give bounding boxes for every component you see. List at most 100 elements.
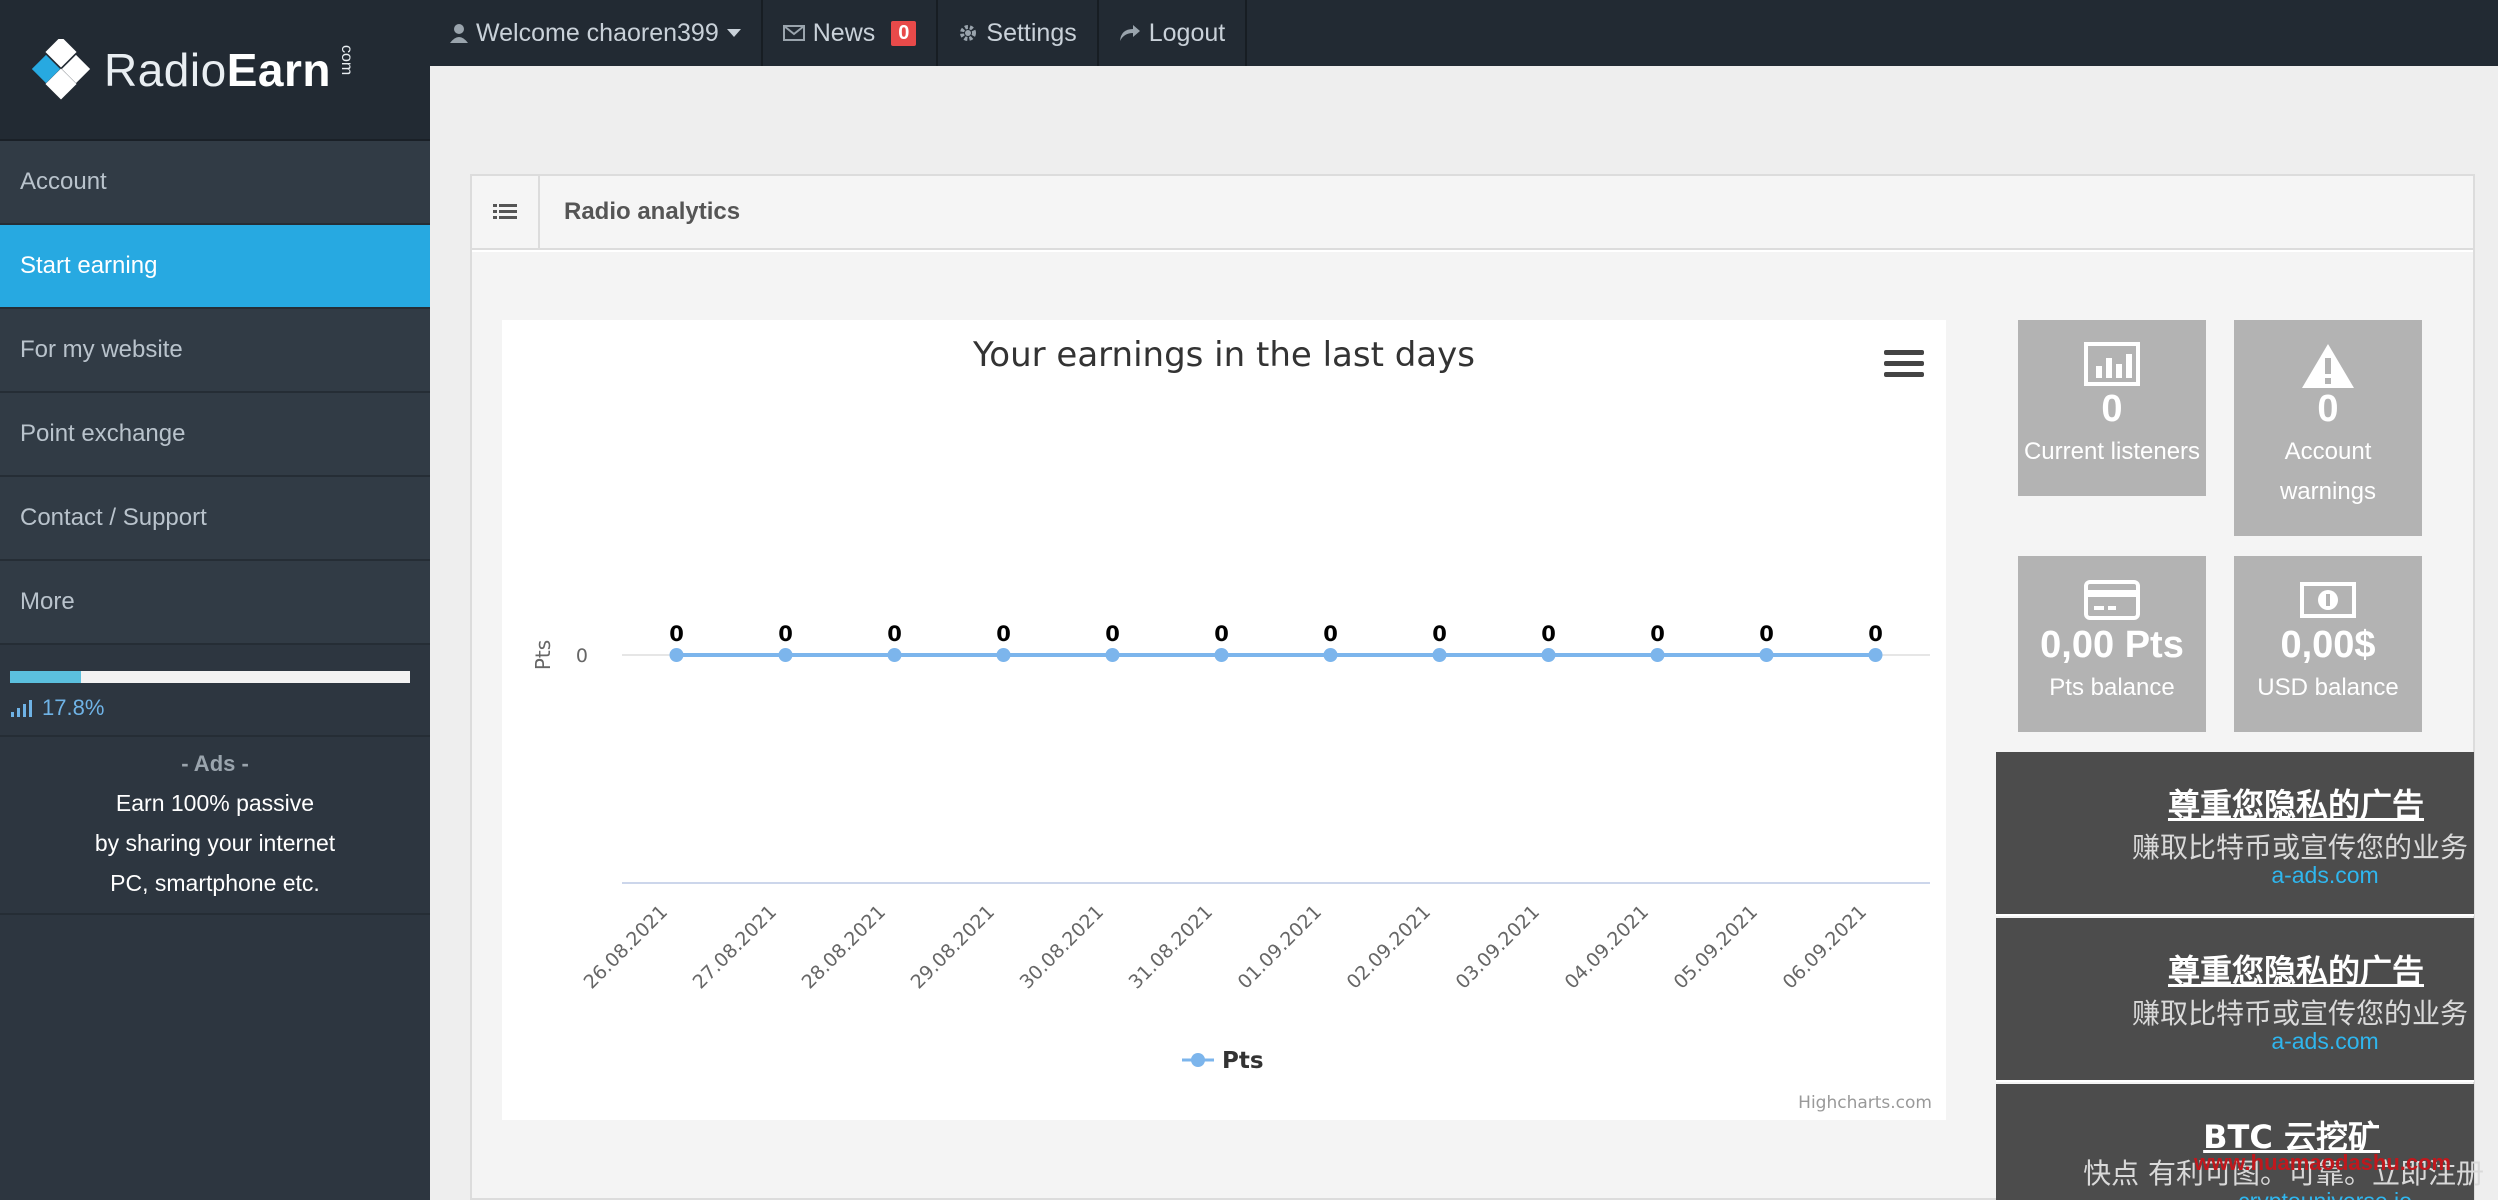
sidebar-item-more[interactable]: More [0, 561, 430, 645]
sidebar-item-account[interactable]: Account [0, 141, 430, 225]
sidebar-item-start-earning[interactable]: Start earning [0, 225, 430, 309]
data-label: 0 [887, 622, 902, 646]
settings-link[interactable]: Settings [938, 0, 1099, 66]
progress-fill [10, 671, 82, 683]
data-label: 0 [1105, 622, 1120, 646]
pts-balance-label: Pts balance [2049, 674, 2175, 701]
sidebar-item-point-exchange[interactable]: Point exchange [0, 393, 430, 477]
data-point[interactable] [1432, 648, 1447, 662]
data-label: 0 [1541, 622, 1556, 646]
brand-name: RadioEarn [104, 43, 331, 96]
warnings-value: 0 [2317, 388, 2339, 430]
welcome-dropdown[interactable]: Welcome chaoren399 [430, 0, 763, 66]
progress-section: 17.8% [0, 645, 430, 721]
caret-down-icon [726, 29, 741, 37]
data-label: 0 [669, 622, 684, 646]
side-ad-3[interactable]: BTC 云挖矿 快点 有利可图。可靠。立即注册 cryptouniverse.i… [1996, 1084, 2484, 1200]
x-tick-label: 27.08.2021 [689, 901, 781, 993]
legend-label: Pts [1222, 1048, 1264, 1074]
legend-marker [1191, 1053, 1205, 1067]
chart-legend[interactable]: Pts [1182, 1048, 1264, 1074]
data-point[interactable] [1323, 648, 1338, 662]
ad-title: BTC 云挖矿 [2203, 1118, 2380, 1156]
y-tick-label: 0 [576, 645, 588, 667]
data-point[interactable] [1214, 648, 1229, 662]
news-label: News [812, 18, 876, 47]
ad-title: 尊重您隐私的广告 [2167, 952, 2424, 990]
listeners-label: Current listeners [2023, 438, 2201, 465]
ad-link[interactable]: a-ads.com [2271, 1028, 2379, 1054]
ads-line-1: Earn 100% passive [115, 790, 315, 816]
side-ad-1[interactable]: 尊重您隐私的广告 赚取比特币或宣传您的业务 a-ads.com [1996, 752, 2474, 916]
data-point[interactable] [1105, 648, 1120, 662]
current-listeners-tile: 0 Current listeners [2018, 320, 2206, 496]
warnings-label-2: warnings [2279, 478, 2377, 505]
ad-link[interactable]: a-ads.com [2271, 862, 2379, 888]
x-tick-label: 31.08.2021 [1125, 901, 1217, 993]
logo[interactable]: RadioEarn com [0, 0, 430, 141]
data-label: 0 [1759, 622, 1774, 646]
x-tick-label: 28.08.2021 [798, 901, 890, 993]
data-label: 0 [1650, 622, 1665, 646]
credit-card-icon [2084, 578, 2140, 622]
progress-bar [10, 671, 410, 683]
chart-series: 0 0 0 0 0 0 0 0 0 0 0 0 [669, 622, 1883, 662]
ad-title: 尊重您隐私的广告 [2167, 786, 2424, 824]
watermark: www.huamaodashu.com [2194, 1150, 2452, 1175]
data-point[interactable] [1868, 648, 1883, 662]
logout-link[interactable]: Logout [1099, 0, 1248, 66]
x-tick-label: 03.09.2021 [1452, 901, 1544, 993]
x-tick-label: 26.08.2021 [580, 901, 672, 993]
warnings-label-1: Account [2284, 438, 2372, 465]
chart-title: Your earnings in the last days [972, 335, 1475, 375]
list-icon [472, 176, 540, 248]
usd-balance-tile: 0,00$ USD balance [2234, 556, 2422, 732]
welcome-label: Welcome chaoren399 [476, 18, 719, 47]
chart-grid: 0 [576, 645, 1930, 884]
ad-subtitle: 快点 有利可图。可靠。立即注册 [2083, 1157, 2484, 1190]
diamond-logo-icon [30, 35, 92, 101]
x-tick-label: 06.09.2021 [1779, 901, 1871, 993]
data-label: 0 [1868, 622, 1883, 646]
sidebar-item-for-my-website[interactable]: For my website [0, 309, 430, 393]
data-point[interactable] [1541, 648, 1556, 662]
pts-balance-tile: 0,00 Pts Pts balance [2018, 556, 2206, 732]
data-point[interactable] [887, 648, 902, 662]
ad-subtitle: 赚取比特币或宣传您的业务 [2131, 997, 2468, 1030]
x-tick-label: 02.09.2021 [1343, 901, 1435, 993]
ads-line-2: by sharing your internet [94, 830, 336, 856]
y-axis-label: Pts [531, 640, 555, 670]
news-link[interactable]: News 0 [763, 0, 939, 66]
x-tick-label: 04.09.2021 [1561, 901, 1653, 993]
data-label: 0 [1214, 622, 1229, 646]
chart-credit[interactable]: Highcharts.com [1798, 1093, 1932, 1113]
ads-line-3: PC, smartphone etc. [110, 870, 320, 896]
x-tick-label: 29.08.2021 [907, 901, 999, 993]
data-point[interactable] [1650, 648, 1665, 662]
data-label: 0 [1323, 622, 1338, 646]
earnings-chart: Your earnings in the last days Pts 0 0 0 0… [502, 320, 1946, 1120]
user-icon [450, 24, 468, 43]
x-tick-label: 30.08.2021 [1016, 901, 1108, 993]
side-ad-2[interactable]: 尊重您隐私的广告 赚取比特币或宣传您的业务 a-ads.com [1996, 918, 2474, 1082]
ad-link[interactable]: cryptouniverse.io [1996, 1188, 2474, 1200]
sidebar-ad[interactable]: - Ads - Earn 100% passive by sharing you… [0, 735, 430, 915]
data-point[interactable] [778, 648, 793, 662]
data-point[interactable] [996, 648, 1011, 662]
chart-menu-button[interactable] [1884, 350, 1924, 386]
progress-label: 17.8% [42, 695, 105, 720]
ads-title: - Ads - [181, 751, 249, 776]
sidebar-item-contact-support[interactable]: Contact / Support [0, 477, 430, 561]
settings-label: Settings [986, 18, 1077, 47]
share-arrow-icon [1119, 25, 1140, 41]
panel-header: Radio analytics [472, 176, 2473, 250]
data-point[interactable] [1759, 648, 1774, 662]
x-tick-label: 01.09.2021 [1234, 901, 1326, 993]
warning-icon [2300, 342, 2356, 388]
news-count-badge: 0 [891, 20, 917, 46]
brand-suffix: com [337, 45, 355, 76]
sidebar: RadioEarn com Account Start earning For … [0, 0, 430, 1200]
data-point[interactable] [669, 648, 684, 662]
account-warnings-tile: 0 Account warnings [2234, 320, 2422, 536]
data-label: 0 [778, 622, 793, 646]
